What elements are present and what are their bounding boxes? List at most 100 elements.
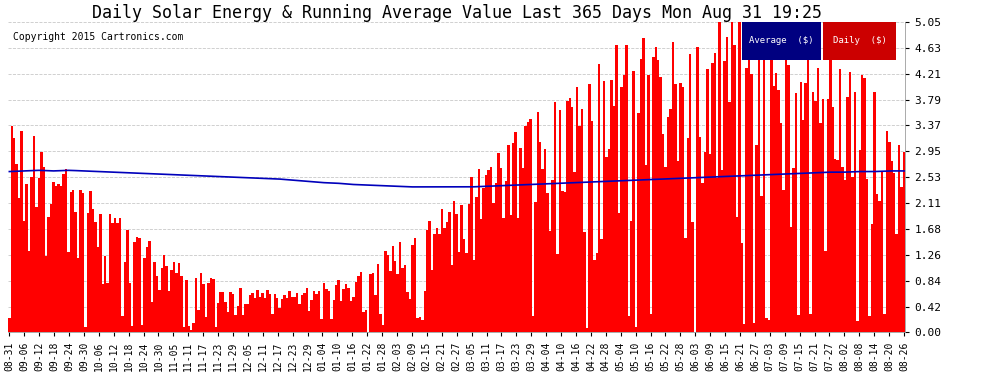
Bar [335, 285, 338, 332]
Bar [684, 238, 686, 332]
Bar [245, 304, 247, 332]
Bar [374, 294, 377, 332]
Bar [578, 126, 581, 332]
Bar [571, 107, 573, 332]
Bar [296, 292, 298, 332]
Bar [477, 169, 480, 332]
Bar [448, 212, 450, 332]
Bar [842, 167, 843, 332]
Bar [286, 298, 288, 332]
Bar [853, 92, 856, 332]
Bar [868, 316, 871, 332]
Bar [709, 154, 711, 332]
Bar [824, 252, 827, 332]
Bar [546, 193, 548, 332]
Bar [26, 184, 28, 332]
Bar [215, 327, 217, 332]
Bar [409, 299, 411, 332]
Bar [28, 251, 31, 332]
Bar [8, 318, 11, 332]
Bar [487, 170, 490, 332]
Text: Copyright 2015 Cartronics.com: Copyright 2015 Cartronics.com [13, 32, 183, 42]
Bar [323, 283, 325, 332]
Bar [325, 289, 328, 332]
Bar [780, 123, 782, 332]
Bar [431, 270, 434, 332]
Bar [525, 126, 527, 332]
Bar [568, 98, 571, 332]
Bar [225, 302, 227, 332]
Bar [308, 311, 311, 332]
Bar [97, 248, 99, 332]
Bar [472, 260, 475, 332]
Bar [846, 97, 848, 332]
Bar [450, 265, 453, 332]
Bar [802, 120, 805, 332]
Bar [659, 77, 662, 332]
Bar [886, 131, 888, 332]
Bar [139, 238, 141, 332]
Bar [52, 182, 54, 332]
Bar [672, 42, 674, 332]
Bar [16, 164, 18, 332]
Bar [805, 83, 807, 332]
Bar [490, 168, 492, 332]
Bar [268, 294, 271, 332]
Bar [679, 82, 681, 332]
Bar [638, 112, 640, 332]
Bar [242, 315, 245, 332]
Bar [160, 268, 163, 332]
Bar [465, 252, 467, 332]
Bar [278, 308, 281, 332]
Bar [92, 209, 94, 332]
Bar [517, 218, 520, 332]
Bar [785, 41, 787, 332]
Bar [556, 254, 558, 332]
Bar [701, 183, 704, 332]
Bar [43, 167, 45, 332]
Bar [876, 195, 878, 332]
Bar [168, 291, 170, 332]
Bar [475, 197, 477, 332]
Bar [657, 60, 659, 332]
Bar [530, 119, 532, 332]
Bar [507, 145, 510, 332]
Bar [36, 207, 38, 332]
Bar [625, 45, 628, 332]
Bar [729, 102, 731, 332]
Bar [480, 219, 482, 332]
Bar [588, 84, 591, 332]
Bar [485, 176, 487, 332]
Bar [126, 230, 129, 332]
Bar [795, 93, 797, 332]
Bar [470, 177, 472, 332]
Bar [330, 319, 333, 332]
Bar [752, 323, 755, 332]
Bar [898, 146, 900, 332]
Bar [222, 292, 225, 332]
Bar [155, 276, 158, 332]
Bar [59, 186, 62, 332]
Bar [185, 280, 187, 332]
Bar [706, 69, 709, 332]
Bar [848, 72, 851, 332]
Bar [33, 136, 36, 332]
Bar [888, 142, 891, 332]
Bar [777, 90, 780, 332]
Bar [497, 153, 500, 332]
Bar [247, 304, 249, 332]
Bar [119, 217, 121, 332]
Bar [389, 271, 392, 332]
Bar [362, 312, 364, 332]
Bar [288, 291, 291, 332]
Bar [742, 22, 821, 60]
Bar [446, 222, 448, 332]
Bar [441, 209, 444, 332]
Bar [734, 45, 736, 332]
Bar [861, 75, 863, 332]
Bar [782, 190, 785, 332]
Bar [21, 131, 23, 332]
Bar [87, 213, 89, 332]
Bar [544, 149, 546, 332]
Bar [150, 302, 153, 332]
